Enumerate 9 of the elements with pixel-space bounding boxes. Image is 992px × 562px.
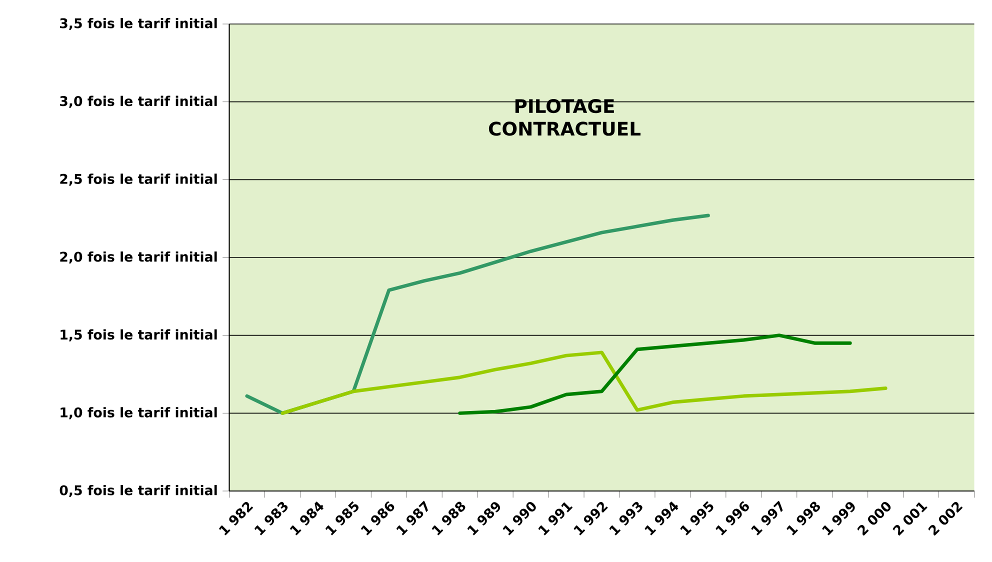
y-tick-label: 3,0 fois le tarif initial: [60, 96, 217, 108]
y-tick-label: 2,5 fois le tarif initial: [60, 174, 217, 186]
annotation: PILOTAGE CONTRACTUEL: [488, 99, 640, 136]
y-tick-label: 1,5 fois le tarif initial: [60, 329, 217, 342]
line-series: [458, 334, 852, 415]
y-tick-label: 0,5 fois le tarif initial: [60, 484, 217, 498]
y-tick-label: 2,0 fois le tarif initial: [60, 251, 217, 264]
y-tick-label: 3,5 fois le tarif initial: [60, 18, 217, 30]
y-tick-label: 1,0 fois le tarif initial: [60, 407, 217, 420]
